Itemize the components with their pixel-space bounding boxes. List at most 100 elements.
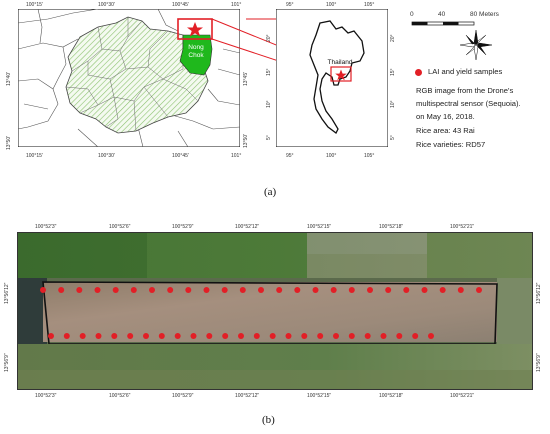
sample-point: [412, 333, 419, 339]
scale-tick-80: 80 Meters: [470, 11, 499, 18]
sample-point: [239, 287, 246, 293]
sample-point: [221, 287, 228, 293]
legend-info-line: on May 16, 2018.: [416, 112, 475, 121]
thailand-map: Thailand: [276, 9, 388, 147]
sample-point: [127, 333, 134, 339]
thai-x-tick-bottom: 95°: [286, 153, 294, 159]
sample-point: [330, 287, 337, 293]
bkk-x-tick-bottom: 101°: [231, 153, 242, 159]
bkk-x-tick-top: 100°30': [98, 2, 115, 8]
sample-point: [185, 287, 192, 293]
panel-b-y-tick-right: 13°56'12": [536, 282, 542, 304]
panel-b-x-tick-bottom: 100°52'18": [379, 393, 404, 399]
sample-point: [238, 333, 244, 339]
bkk-x-tick-bottom: 100°15': [26, 153, 43, 159]
thai-y-tick-left: 5°: [266, 135, 272, 140]
sample-point: [206, 333, 213, 339]
bkk-x-tick-top: 100°15': [26, 2, 43, 8]
drone-rgb-image: [17, 232, 533, 390]
bkk-x-tick-bottom: 100°30': [98, 153, 115, 159]
sample-point: [111, 333, 118, 339]
sample-point: [94, 287, 101, 293]
panel-b-x-tick-bottom: 100°52'9": [172, 393, 194, 399]
panel-b-x-tick-top: 100°52'3": [35, 224, 57, 230]
sample-point: [439, 287, 446, 293]
sample-point: [476, 287, 482, 293]
sample-point: [40, 287, 46, 293]
panel-b-x-tick-top: 100°52'18": [379, 224, 404, 230]
sample-point: [112, 287, 119, 293]
compass-rose-icon: [459, 29, 493, 61]
panel-b-y-tick-left: 13°56'9": [4, 353, 10, 372]
sample-point: [312, 287, 319, 293]
sample-point: [190, 333, 197, 339]
sample-point: [203, 287, 210, 293]
scale-tick-0: 0: [410, 11, 414, 18]
drone-image-border: [17, 232, 533, 390]
sample-point: [317, 333, 324, 339]
thailand-label: Thailand: [328, 59, 353, 66]
thai-y-tick-right: 20°: [390, 34, 396, 42]
thai-x-tick-bottom: 105°: [364, 153, 375, 159]
panel-b-x-tick-bottom: 100°52'6": [109, 393, 131, 399]
sample-point: [63, 333, 70, 339]
sample-point: [428, 333, 434, 339]
thai-x-tick-bottom: 100°: [326, 153, 337, 159]
thai-x-tick-top: 105°: [364, 2, 375, 8]
sample-point: [294, 287, 301, 293]
sample-point: [149, 287, 155, 293]
sample-point: [222, 333, 229, 339]
bkk-x-tick-top: 101°: [231, 2, 242, 8]
sample-point: [364, 333, 371, 339]
sample-point: [174, 333, 181, 339]
thai-y-tick-left: 10°: [266, 100, 272, 108]
legend-info-line: Rice varieties: RD57: [416, 140, 486, 149]
panel-a-caption: (a): [264, 186, 277, 198]
sample-point: [258, 287, 264, 293]
thai-y-tick-right: 15°: [390, 68, 396, 76]
sample-point: [158, 333, 165, 339]
sample-point: [58, 287, 65, 293]
panel-b-x-tick-top: 100°52'6": [109, 224, 131, 230]
sample-point: [285, 333, 292, 339]
panel-b-caption: (b): [262, 414, 275, 426]
sample-point: [79, 333, 86, 339]
sample-point: [269, 333, 276, 339]
panel-b-y-tick-left: 13°56'12": [4, 282, 10, 304]
thai-y-tick-right: 10°: [390, 100, 396, 108]
sample-point: [380, 333, 387, 339]
sample-point: [385, 287, 392, 293]
sample-point: [95, 333, 102, 339]
panel-b-x-tick-bottom: 100°52'21": [450, 393, 475, 399]
sample-point: [403, 287, 410, 293]
panel-b-x-tick-top: 100°52'12": [235, 224, 260, 230]
sample-point: [253, 333, 260, 339]
sample-point: [348, 287, 355, 293]
bangkok-map: Nong Chok: [18, 9, 240, 147]
sample-point: [421, 287, 428, 293]
sample-point: [333, 333, 339, 339]
thai-y-tick-left: 15°: [266, 68, 272, 76]
sample-point: [457, 287, 464, 293]
nong-chok-label-2: Chok: [188, 52, 204, 59]
panel-b-x-tick-top: 100°52'9": [172, 224, 194, 230]
scale-bar: [411, 21, 475, 26]
sample-point: [48, 333, 54, 339]
legend-info-line: Rice area: 43 Rai: [416, 126, 475, 135]
sample-point: [367, 287, 373, 293]
sample-point: [276, 287, 283, 293]
panel-b-x-tick-bottom: 100°52'15": [307, 393, 332, 399]
legend-info-line: RGB image from the Drone's: [416, 86, 514, 95]
panel-b-x-tick-bottom: 100°52'3": [35, 393, 57, 399]
panel-b-x-tick-top: 100°52'15": [307, 224, 332, 230]
sample-point: [143, 333, 149, 339]
panel-b-x-tick-top: 100°52'21": [450, 224, 475, 230]
panel-b-y-tick-right: 13°56'9": [536, 353, 542, 372]
panel-b-x-tick-bottom: 100°52'12": [235, 393, 260, 399]
sample-point: [167, 287, 174, 293]
scale-tick-40: 40: [438, 11, 446, 18]
legend-sample-marker: [415, 69, 422, 76]
thai-y-tick-right: 5°: [390, 135, 396, 140]
sample-point: [301, 333, 308, 339]
nong-chok-label-1: Nong: [188, 44, 204, 51]
